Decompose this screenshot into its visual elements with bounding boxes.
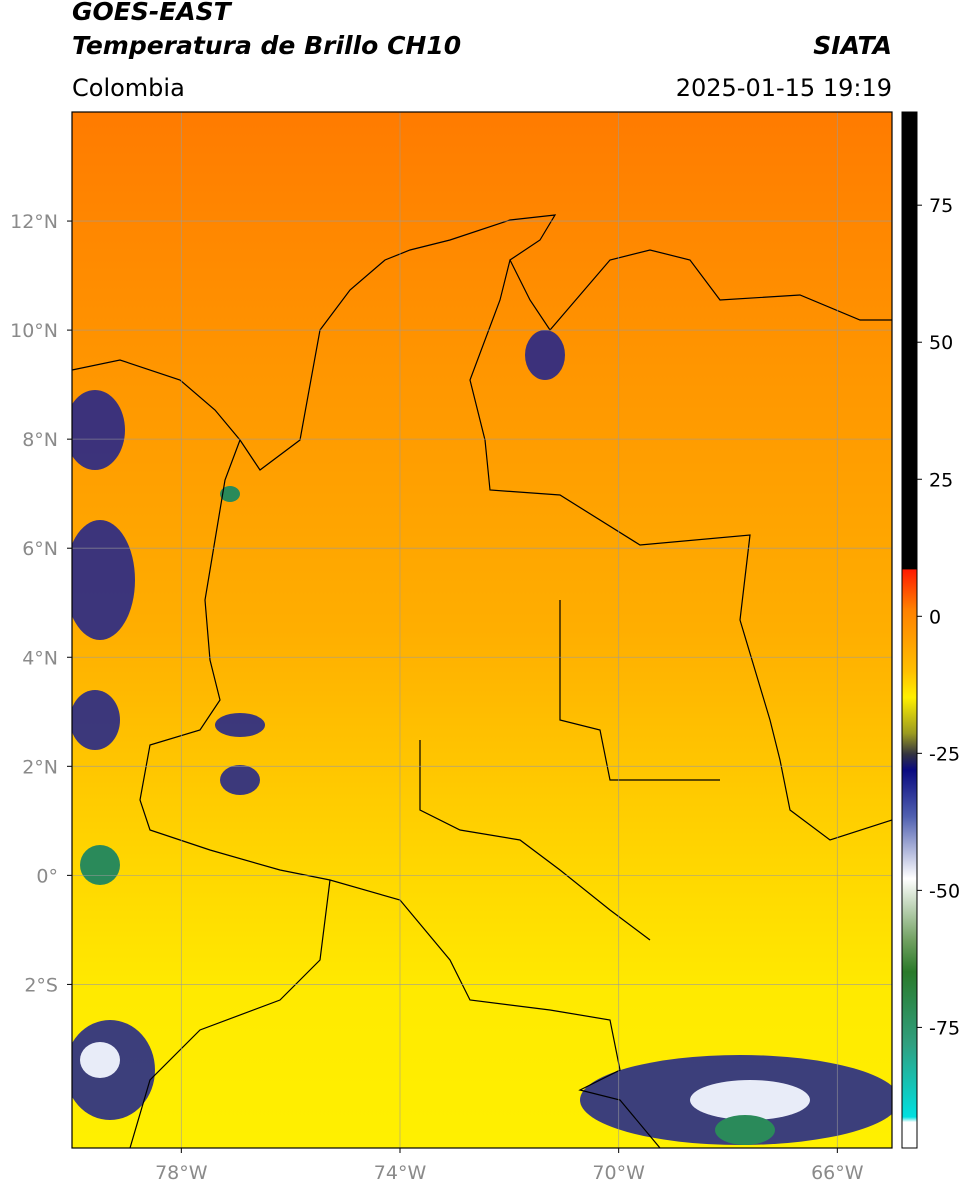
region: Colombia: [72, 74, 185, 102]
x-tick-label: 74°W: [374, 1162, 427, 1184]
title: GOES-EAST: [72, 0, 233, 26]
colorbar-tick-label: -75: [929, 1017, 960, 1039]
y-tick-label: 12°N: [10, 211, 58, 233]
colorbar-tick-label: 75: [929, 195, 953, 217]
y-tick-label: 10°N: [10, 320, 58, 342]
y-tick-label: 8°N: [22, 429, 58, 451]
x-tick-label: 78°W: [155, 1162, 208, 1184]
colorbar-tick-label: -50: [929, 880, 960, 902]
colorbar: [901, 111, 918, 1149]
datetime: 2025-01-15 19:19: [676, 74, 892, 102]
y-tick-label: 6°N: [22, 538, 58, 560]
colorbar-tick-label: 25: [929, 469, 953, 491]
colorbar-tick-label: 50: [929, 332, 953, 354]
y-tick-label: 2°S: [24, 974, 58, 996]
subtitle: Temperatura de Brillo CH10: [72, 31, 461, 60]
map-frame: [71, 111, 893, 1149]
map-grid: 78°W 74°W 70°W 66°W 12°N 10°N 8°N 6°N 4°N 2°N 0° 2°…: [10, 112, 892, 1184]
y-tick-label: 4°N: [22, 647, 58, 669]
y-tick-label: 0°: [36, 865, 58, 887]
source: SIATA: [813, 31, 892, 60]
colorbar-ticks: 75 50 25 0 -25 -50 -75: [917, 195, 960, 1039]
y-tick-label: 2°N: [22, 756, 58, 778]
x-tick-label: 66°W: [811, 1162, 864, 1184]
x-tick-label: 70°W: [592, 1162, 645, 1184]
colorbar-tick-label: 0: [929, 606, 941, 628]
colorbar-tick-label: -25: [929, 743, 960, 765]
map-image: [72, 112, 892, 1148]
